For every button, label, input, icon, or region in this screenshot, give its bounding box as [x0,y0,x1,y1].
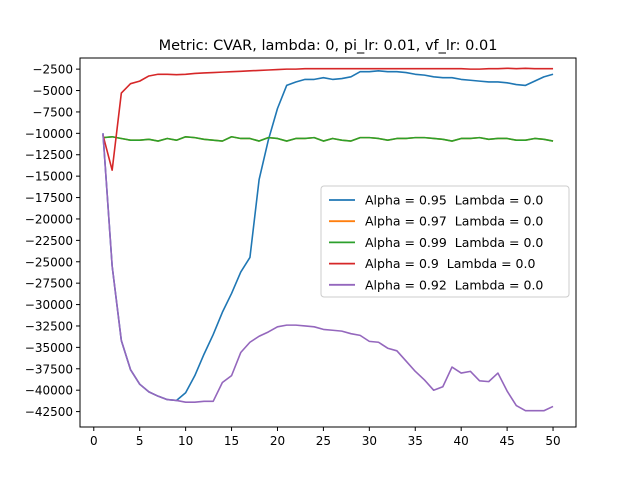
x-tick-label: 20 [270,434,285,448]
legend-label-1: Alpha = 0.97 Lambda = 0.0 [365,214,543,229]
plot-area [102,67,554,412]
y-tick-label: −30000 [25,298,73,312]
x-tick-label: 50 [545,434,560,448]
x-tick-label: 5 [136,434,144,448]
chart-title: Metric: CVAR, lambda: 0, pi_lr: 0.01, vf… [159,38,498,54]
series-line-3 [102,67,554,171]
y-tick-label: −27500 [25,277,73,291]
x-tick-label: 15 [224,434,239,448]
y-tick-label: −42500 [25,405,73,419]
x-axis: 0 5 10 15 20 25 30 35 40 45 50 [90,427,561,448]
series-line-4 [102,133,554,412]
x-tick-label: 40 [454,434,469,448]
y-tick-label: −2500 [32,63,73,77]
y-tick-label: −35000 [25,341,73,355]
y-tick-label: −32500 [25,319,73,333]
series-line-0 [102,70,554,402]
y-tick-label: −17500 [25,191,73,205]
y-tick-label: −37500 [25,362,73,376]
x-tick-label: 10 [178,434,193,448]
x-tick-label: 25 [316,434,331,448]
legend-label-0: Alpha = 0.95 Lambda = 0.0 [365,193,543,208]
y-tick-label: −7500 [32,105,73,119]
y-tick-label: −40000 [25,384,73,398]
y-tick-label: −10000 [25,127,73,141]
y-tick-label: −15000 [25,170,73,184]
y-tick-label: −20000 [25,212,73,226]
axes-frame [79,57,577,428]
y-tick-label: −12500 [25,148,73,162]
x-tick-label: 30 [362,434,377,448]
y-tick-label: −25000 [25,255,73,269]
x-tick-label: 45 [499,434,514,448]
y-axis: −2500 −5000 −7500 −10000 −12500 −15000 −17500 −… [25,63,80,419]
x-tick-label: 0 [90,434,98,448]
x-tick-label: 35 [408,434,423,448]
series-line-2 [102,135,554,142]
legend-label-4: Alpha = 0.92 Lambda = 0.0 [365,277,543,292]
legend-label-2: Alpha = 0.99 Lambda = 0.0 [365,235,543,250]
y-tick-label: −5000 [32,84,73,98]
legend-label-3: Alpha = 0.9 Lambda = 0.0 [365,256,535,271]
legend: Alpha = 0.95 Lambda = 0.0 Alpha = 0.97 La… [320,185,570,298]
y-tick-label: −22500 [25,234,73,248]
legend-box [320,185,570,298]
